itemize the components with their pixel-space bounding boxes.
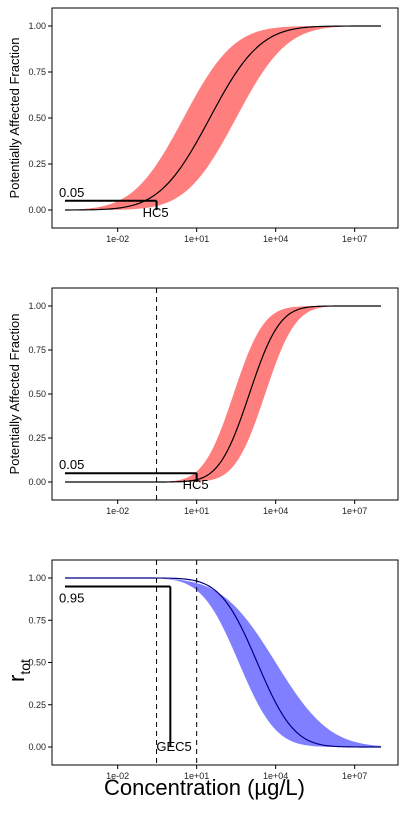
y-tick-label: 0.75: [28, 345, 46, 355]
y-tick-label: 1.00: [28, 573, 46, 583]
x-tick-label: 1e+07: [342, 771, 367, 781]
median-curve: [64, 25, 382, 211]
median-curve: [65, 577, 382, 748]
y-tick-label: 0.50: [28, 389, 46, 399]
confidence-band: [65, 26, 381, 210]
x-tick-label: 1e+04: [263, 771, 288, 781]
y-tick-label: 0.00: [28, 742, 46, 752]
median-curve: [65, 305, 381, 483]
y-tick-label: 0.50: [28, 113, 46, 123]
chart-panel-bottom: 0.95 GEC5 0.00 0.25 0.50 0.75 1.00 1e-02 1e+01 1e…: [4, 559, 399, 781]
y-axis-title: rtot: [4, 659, 33, 682]
x-axis-title: Concentration (µg/L): [104, 775, 305, 800]
threshold-x-label: HC5: [143, 205, 169, 220]
plot-frame: [51, 559, 399, 766]
y-tick-label: 0.50: [28, 658, 46, 668]
x-tick-label: 1e+07: [342, 234, 367, 244]
confidence-band: [65, 306, 381, 482]
y-axis-title: Potentially Affected Fraction: [7, 314, 22, 475]
threshold-y-label: 0.05: [59, 185, 84, 200]
x-tick-label: 1e+01: [184, 771, 209, 781]
x-tick-label: 1e+04: [263, 506, 288, 516]
y-tick-label: 0.25: [28, 433, 46, 443]
y-tick-label: 0.00: [28, 205, 46, 215]
x-tick-label: 1e+01: [184, 234, 209, 244]
threshold-x-label: GEC5: [156, 739, 191, 754]
threshold-y-label: 0.05: [59, 457, 84, 472]
y-tick-label: 0.25: [28, 700, 46, 710]
y-tick-label: 0.00: [28, 477, 46, 487]
y-tick-label: 0.75: [28, 67, 46, 77]
chart-panel-top: 0.05 HC5 0.00 0.25 0.50 0.75 1.00 1e-02 1e+01 1e+…: [7, 7, 399, 244]
threshold-y-label: 0.95: [59, 590, 84, 605]
y-tick-label: 0.75: [28, 615, 46, 625]
y-tick-label: 0.25: [28, 159, 46, 169]
chart-panel-middle: 0.05 HC5 0.00 0.25 0.50 0.75 1.00 1e-02 1e+01 1e+…: [7, 287, 399, 516]
y-axis-title: Potentially Affected Fraction: [7, 38, 22, 199]
confidence-band: [65, 578, 381, 747]
x-tick-label: 1e+01: [184, 506, 209, 516]
x-tick-label: 1e-02: [106, 506, 129, 516]
x-tick-label: 1e-02: [106, 771, 129, 781]
y-tick-label: 1.00: [28, 21, 46, 31]
threshold-x-label: HC5: [183, 477, 209, 492]
x-tick-label: 1e+07: [342, 506, 367, 516]
y-tick-label: 1.00: [28, 301, 46, 311]
x-tick-label: 1e+04: [263, 234, 288, 244]
x-tick-label: 1e-02: [106, 234, 129, 244]
